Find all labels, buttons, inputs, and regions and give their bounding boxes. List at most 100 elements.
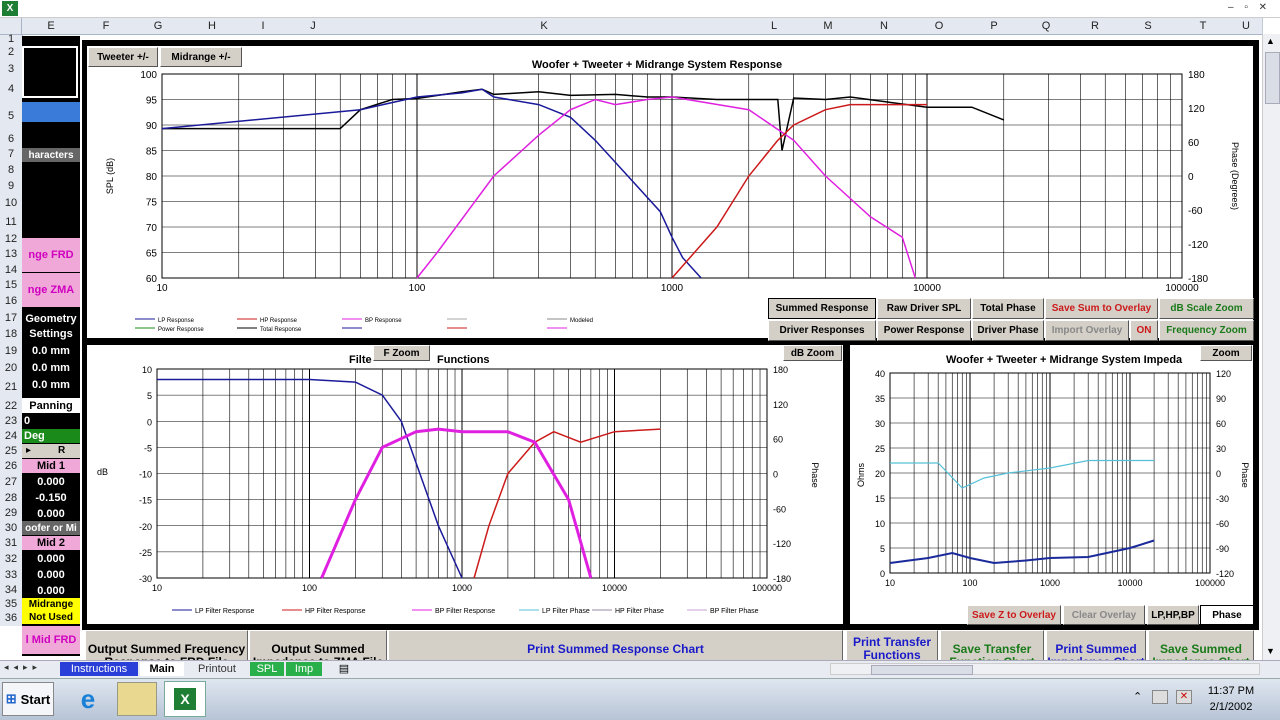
mid2-value-32[interactable]: 0.000: [22, 551, 80, 566]
column-header[interactable]: K: [340, 18, 749, 35]
driver-phase-button[interactable]: Driver Phase: [972, 320, 1044, 341]
column-header[interactable]: F: [80, 18, 133, 35]
column-header[interactable]: L: [748, 18, 801, 35]
save-z-overlay-button[interactable]: Save Z to Overlay: [967, 605, 1061, 625]
scroll-right-icon[interactable]: ▸: [26, 445, 32, 456]
scroll-up-icon[interactable]: ▲: [1266, 36, 1275, 46]
column-header[interactable]: U: [1230, 18, 1263, 35]
column-header[interactable]: O: [912, 18, 967, 35]
clock-time[interactable]: 11:37 PM: [1207, 685, 1255, 697]
tab-imp[interactable]: Imp: [286, 662, 322, 676]
import-overlay-button[interactable]: Import Overlay: [1045, 320, 1129, 341]
internet-explorer-icon[interactable]: e: [80, 684, 96, 714]
row-header[interactable]: 6: [0, 132, 23, 146]
column-header[interactable]: M: [800, 18, 857, 35]
row-header[interactable]: 21: [0, 377, 23, 398]
geometry-value-3[interactable]: 0.0 mm: [22, 377, 80, 393]
row-header[interactable]: 17: [0, 310, 23, 326]
excel-icon[interactable]: X: [2, 1, 18, 16]
row-header[interactable]: 22: [0, 398, 23, 414]
column-header[interactable]: R: [1070, 18, 1121, 35]
lp-hp-bp-button[interactable]: LP,HP,BP: [1147, 605, 1199, 625]
save-transfer-chart-button[interactable]: Save Transfer Function Chart: [940, 630, 1044, 660]
row-header[interactable]: 35: [0, 598, 23, 611]
save-impedance-chart-button[interactable]: Save Summed Impedance Chart: [1148, 630, 1254, 660]
row-header[interactable]: 23: [0, 414, 23, 429]
column-header[interactable]: T: [1176, 18, 1231, 35]
column-header[interactable]: J: [286, 18, 341, 35]
frequency-zoom-button[interactable]: Frequency Zoom: [1159, 320, 1254, 341]
hscroll-thumb[interactable]: [871, 665, 973, 675]
row-header[interactable]: 20: [0, 360, 23, 377]
window-controls[interactable]: – ▫ ✕: [1228, 2, 1272, 13]
network-icon[interactable]: [1152, 690, 1168, 704]
row-header[interactable]: 8: [0, 162, 23, 178]
row-header[interactable]: 18: [0, 326, 23, 343]
driver-responses-button[interactable]: Driver Responses: [768, 320, 876, 341]
mid2-value-34[interactable]: 0.000: [22, 583, 80, 598]
row-header[interactable]: 31: [0, 536, 23, 551]
mid2-value-33[interactable]: 0.000: [22, 567, 80, 582]
row-header[interactable]: 4: [0, 78, 23, 100]
row-header[interactable]: 7: [0, 146, 23, 162]
row-header[interactable]: 13: [0, 246, 23, 262]
row-header[interactable]: 5: [0, 100, 23, 132]
raw-driver-spl-button[interactable]: Raw Driver SPL: [877, 298, 971, 319]
row-header[interactable]: 10: [0, 194, 23, 212]
row-header[interactable]: 28: [0, 490, 23, 506]
tab-main[interactable]: Main: [140, 662, 184, 676]
mid1-value-28[interactable]: -0.150: [22, 490, 80, 505]
row-header[interactable]: 24: [0, 429, 23, 444]
column-header[interactable]: G: [132, 18, 185, 35]
row-header[interactable]: 25: [0, 444, 23, 459]
row-header[interactable]: 32: [0, 551, 23, 567]
row-header[interactable]: 19: [0, 343, 23, 360]
row-header[interactable]: 36: [0, 611, 23, 626]
row-header[interactable]: 34: [0, 583, 23, 598]
row-header[interactable]: 1: [0, 34, 23, 45]
row-header[interactable]: 30: [0, 521, 23, 536]
clear-overlay-button[interactable]: Clear Overlay: [1063, 605, 1145, 625]
db-scale-zoom-button[interactable]: dB Scale Zoom: [1159, 298, 1254, 319]
tab-spl[interactable]: SPL: [250, 662, 284, 676]
row-header[interactable]: 15: [0, 278, 23, 292]
summed-response-button[interactable]: Summed Response: [768, 298, 876, 319]
output-summed-frd-button[interactable]: Output Summed Frequency Response to FRD …: [85, 630, 248, 660]
column-header[interactable]: N: [856, 18, 913, 35]
phase-button[interactable]: Phase: [1200, 605, 1254, 625]
row-header[interactable]: 26: [0, 459, 23, 474]
tab-printout[interactable]: Printout: [198, 663, 236, 675]
print-summed-response-button[interactable]: Print Summed Response Chart: [388, 630, 843, 660]
tray-expand-icon[interactable]: ⌃: [1133, 691, 1143, 703]
row-header[interactable]: 3: [0, 60, 23, 78]
mid-frd-button[interactable]: l Mid FRD: [22, 626, 80, 654]
print-impedance-chart-button[interactable]: Print Summed Impedance Chart: [1046, 630, 1146, 660]
range-zma-button[interactable]: nge ZMA: [22, 273, 80, 307]
imp-zoom-button[interactable]: Zoom: [1200, 345, 1252, 361]
output-summed-zma-button[interactable]: Output Summed Impedance to ZMA File: [249, 630, 387, 660]
mid1-value-29[interactable]: 0.000: [22, 506, 80, 521]
tweeter-toggle-button[interactable]: Tweeter +/-: [88, 47, 158, 67]
overlay-on-toggle[interactable]: ON: [1130, 320, 1158, 341]
row-header[interactable]: 29: [0, 506, 23, 521]
tab-nav-icons[interactable]: ◂◂▸▸: [4, 662, 43, 672]
vertical-scrollbar[interactable]: ▲ ▼: [1262, 34, 1280, 660]
column-header[interactable]: Q: [1022, 18, 1071, 35]
start-button[interactable]: ⊞ Start: [2, 682, 54, 716]
column-header[interactable]: P: [966, 18, 1023, 35]
row-header[interactable]: 12: [0, 232, 23, 246]
column-header[interactable]: I: [240, 18, 287, 35]
range-frd-button[interactable]: nge FRD: [22, 238, 80, 272]
scroll-thumb[interactable]: [1265, 52, 1280, 104]
file-explorer-icon[interactable]: [117, 682, 157, 716]
f-zoom-button[interactable]: F Zoom: [373, 345, 430, 361]
scroll-down-icon[interactable]: ▼: [1266, 646, 1275, 656]
row-header[interactable]: 27: [0, 474, 23, 490]
geometry-value-2[interactable]: 0.0 mm: [22, 360, 80, 376]
print-transfer-functions-button[interactable]: Print Transfer Functions: [846, 630, 938, 660]
row-header[interactable]: 33: [0, 567, 23, 583]
panning-value[interactable]: 0: [22, 414, 80, 428]
row-header[interactable]: 16: [0, 292, 23, 310]
row-header[interactable]: 11: [0, 212, 23, 232]
select-all-corner[interactable]: [0, 18, 22, 35]
